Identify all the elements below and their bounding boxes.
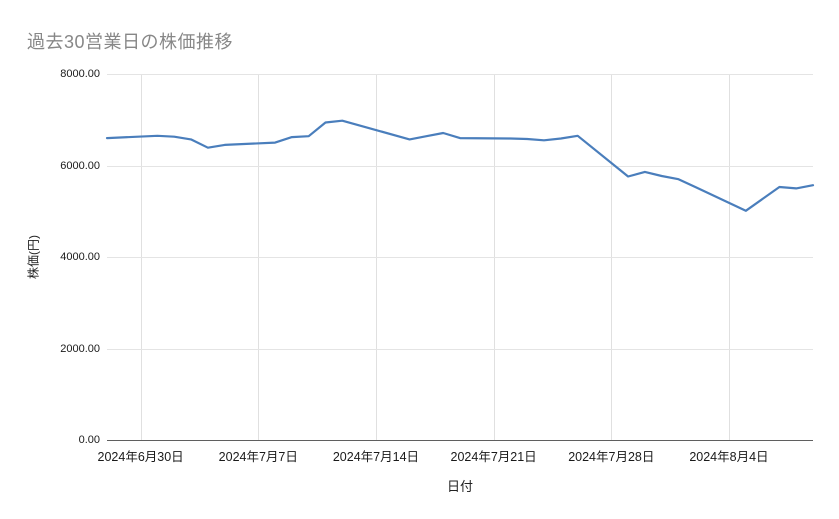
x-tick-label: 2024年6月30日 <box>97 450 184 464</box>
x-tick-label: 2024年8月4日 <box>689 450 769 464</box>
x-axis-line <box>107 440 813 441</box>
y-gridline <box>107 74 813 75</box>
y-gridline <box>107 348 813 350</box>
x-tick-label: 2024年7月21日 <box>450 450 537 464</box>
x-axis-title: 日付 <box>446 479 473 494</box>
y-gridline <box>107 257 813 258</box>
y-tick-label: 6000.00 <box>60 159 100 172</box>
x-axis-tick-labels: 2024年6月30日 2024年7月7日 2024年7月14日 2024年7月21日 2… <box>98 446 813 464</box>
y-tick-label: 4000.00 <box>60 251 100 263</box>
y-tick-label: 8000.00 <box>60 68 100 80</box>
x-tick-label: 2024年7月28日 <box>568 450 655 464</box>
y-gridline <box>107 165 813 167</box>
x-tick-label: 2024年7月7日 <box>218 450 298 464</box>
plot-area <box>105 74 815 441</box>
y-tick-label: 0.00 <box>78 434 100 446</box>
chart-title: 過去30営業日の株価推移 <box>27 32 234 52</box>
x-tick-label: 2024年7月14日 <box>332 450 420 464</box>
price-line-chart <box>105 119 815 212</box>
y-axis-tick-labels: 8000.00 6000.00 4000.00 2000.00 0.00 <box>30 68 100 446</box>
price-line <box>105 119 815 212</box>
y-tick-label: 2000.00 <box>60 342 100 355</box>
